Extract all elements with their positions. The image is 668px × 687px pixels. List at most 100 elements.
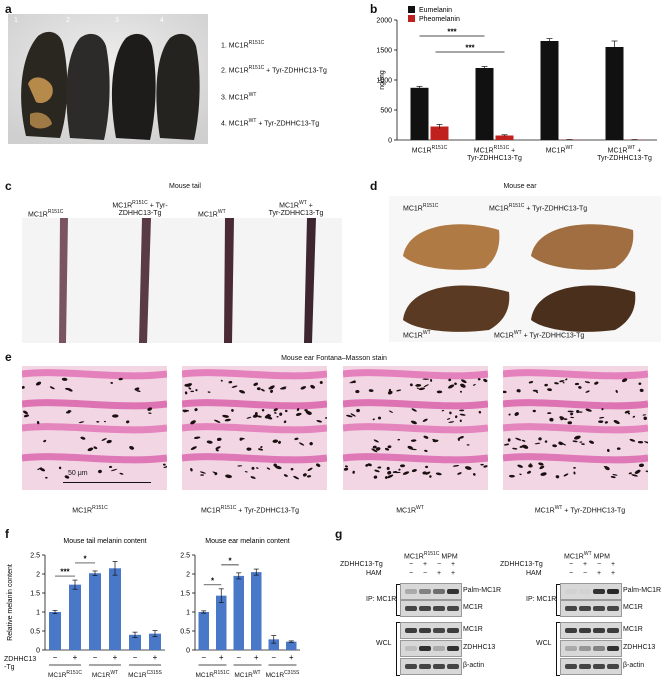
fl-sign-1: + (73, 653, 78, 662)
tissue-layer-1 (343, 399, 488, 410)
melanin-granule (356, 408, 360, 413)
melanin-granule (540, 472, 547, 476)
blot-band-1-3-3 (607, 646, 619, 651)
melanin-granule (43, 439, 47, 443)
melanin-granule (512, 447, 518, 450)
melanin-granule (136, 390, 141, 392)
tissue-layer-0 (182, 369, 327, 380)
melanin-granule (416, 387, 419, 390)
melanin-granule (544, 440, 548, 443)
melanin-granule (558, 441, 563, 446)
fr-ytick-label-3: 1.5 (180, 591, 190, 598)
melanin-granule (522, 444, 529, 449)
fl-group-label-1: MC1RWT (91, 670, 119, 680)
blot-ham-sign-0-1: − (422, 570, 428, 577)
blot-ham-sign-0-3: + (450, 570, 456, 577)
melanin-granule (422, 472, 426, 474)
blot-band-1-1-2 (593, 606, 605, 611)
fr-sign-4: − (271, 653, 276, 662)
blot-band-1-4-2 (593, 664, 605, 669)
blot-strip-1-4 (560, 658, 622, 675)
melanin-granule (319, 381, 323, 384)
fl-bar-4 (129, 634, 141, 650)
melanin-granule (441, 409, 445, 412)
melanin-granule (384, 476, 388, 479)
blot-row-zdhhc-0: ZDHHC13-Tg (340, 561, 383, 568)
melanin-granule (448, 421, 455, 423)
blot-band-0-2-3 (447, 628, 459, 633)
melanin-granule (190, 446, 197, 450)
melanin-granule (372, 445, 377, 449)
blot-band-label-0-4: β-actin (463, 662, 485, 669)
melanin-granule (23, 414, 29, 418)
melanin-granule (449, 411, 452, 415)
melanin-granule (225, 474, 232, 479)
blot-wcl-bracket-1 (556, 622, 560, 676)
tissue-layer-2 (22, 423, 167, 434)
melanin-granule (39, 467, 46, 472)
panel-label-d: d (370, 179, 378, 193)
tissue-layer-3 (182, 453, 327, 464)
f-row-label: ZDHHC13 -Tg (4, 656, 37, 671)
tail-photo (22, 218, 342, 343)
melanin-granule (514, 412, 519, 416)
blot-band-1-1-1 (579, 606, 591, 611)
melanin-granule (296, 408, 300, 412)
melanin-granule (231, 385, 238, 388)
b-ytick-label-1: 500 (380, 108, 392, 115)
melanin-granule (61, 377, 68, 381)
melanin-granule (352, 380, 356, 384)
melanin-granule (80, 436, 86, 440)
blot-band-1-2-0 (565, 628, 577, 633)
b-ylabel: ng/mg (379, 70, 386, 90)
melanin-granule (585, 390, 590, 393)
blot-zdhhc-sign-1-3: + (610, 561, 616, 568)
melanin-granule (346, 414, 353, 418)
fr-sign-0: − (201, 653, 206, 662)
melanin-granule (96, 420, 100, 423)
b-bar-0-1 (475, 68, 494, 140)
melanin-granule (290, 467, 294, 471)
fr-sig-label-0: * (211, 576, 215, 585)
mouse-number-4: 4 (160, 17, 164, 24)
ear-label-3: MC1RWT (403, 330, 431, 340)
mouse-number-2: 2 (66, 17, 70, 24)
melanin-granule (464, 466, 472, 470)
melanin-granule (237, 465, 243, 467)
melanin-granule (45, 476, 48, 479)
b-bar-1-0 (430, 126, 449, 140)
melanin-granule (418, 387, 426, 391)
tail-label-3: MC1RWT (198, 209, 226, 219)
melanin-granule (279, 412, 283, 416)
blot-zdhhc-sign-0-3: + (450, 561, 456, 568)
tissue-layer-2 (503, 423, 648, 434)
ear-label-4: MC1RWT + Tyr-ZDHHC13-Tg (494, 330, 585, 340)
tissue-layer-3 (503, 453, 648, 464)
melanin-granule (411, 408, 417, 412)
melanin-granule (581, 443, 585, 445)
melanin-granule (579, 441, 583, 443)
blot-ham-sign-1-2: + (596, 570, 602, 577)
melanin-granule (517, 464, 523, 468)
blot-strip-0-0 (400, 583, 462, 600)
blot-band-0-0-0 (405, 589, 417, 594)
melanin-granule (396, 389, 402, 392)
melanin-granule (422, 378, 430, 380)
blot-band-0-1-1 (419, 606, 431, 611)
melanin-granule (503, 390, 507, 394)
melanin-granule (316, 463, 321, 467)
blot-band-label-1-3: ZDHHC13 (623, 644, 656, 651)
melanin-granule (284, 409, 288, 413)
blot-band-label-0-0: Palm-MC1R (463, 587, 502, 594)
blot-strip-1-0 (560, 583, 622, 600)
blot-zdhhc-sign-1-0: − (568, 561, 574, 568)
melanin-granule (509, 474, 515, 478)
tissue-layer-1 (182, 399, 327, 410)
melanin-granule (23, 410, 28, 415)
melanin-granule (212, 471, 218, 475)
melanin-granule (454, 382, 457, 386)
melanin-granule (246, 447, 252, 451)
melanin-granule (642, 414, 647, 416)
melanin-granule (103, 420, 106, 423)
melanin-granule (573, 466, 576, 469)
